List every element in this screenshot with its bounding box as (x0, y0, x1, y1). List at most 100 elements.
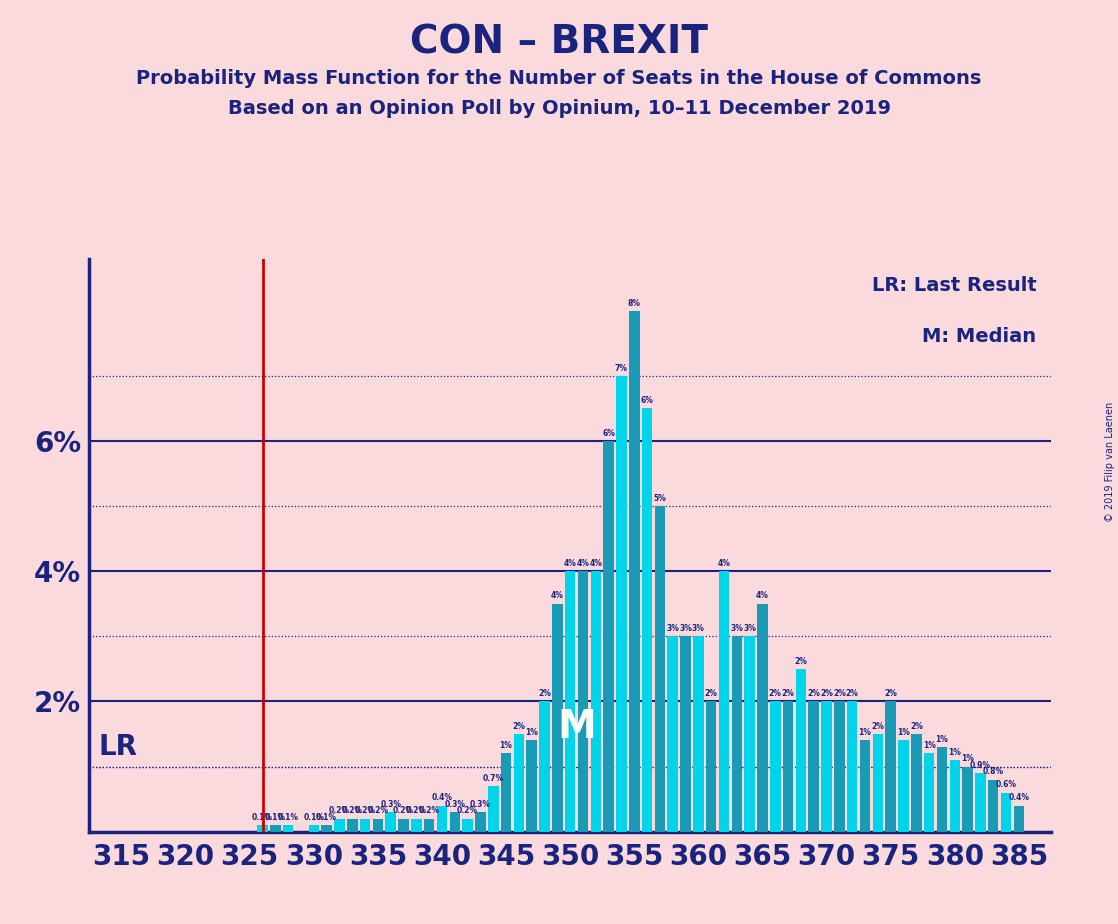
Text: 3%: 3% (679, 624, 692, 633)
Text: M: M (557, 709, 596, 747)
Bar (334, 819, 344, 832)
Text: 4%: 4% (589, 559, 603, 568)
Text: 2%: 2% (846, 689, 859, 699)
Bar (424, 819, 435, 832)
Bar (719, 571, 729, 832)
Bar (963, 767, 973, 832)
Bar (680, 637, 691, 832)
Bar (1014, 806, 1024, 832)
Bar (975, 773, 986, 832)
Bar (808, 701, 819, 832)
Text: 0.1%: 0.1% (303, 813, 324, 821)
Bar (578, 571, 588, 832)
Bar (590, 571, 601, 832)
Bar (629, 310, 639, 832)
Text: 1%: 1% (948, 748, 961, 757)
Text: 2%: 2% (821, 689, 833, 699)
Bar (501, 753, 511, 832)
Text: 0.2%: 0.2% (329, 807, 350, 815)
Bar (1001, 793, 1012, 832)
Bar (911, 734, 921, 832)
Text: 2%: 2% (807, 689, 821, 699)
Text: 0.1%: 0.1% (252, 813, 273, 821)
Bar (527, 740, 537, 832)
Bar (309, 825, 319, 832)
Text: LR: LR (98, 734, 138, 761)
Bar (822, 701, 832, 832)
Bar (463, 819, 473, 832)
Bar (604, 441, 614, 832)
Text: 2%: 2% (704, 689, 718, 699)
Text: 6%: 6% (641, 396, 654, 406)
Text: 6%: 6% (603, 429, 615, 438)
Bar (513, 734, 524, 832)
Bar (437, 806, 447, 832)
Text: 1%: 1% (859, 728, 871, 737)
Text: 0.2%: 0.2% (342, 807, 362, 815)
Bar (642, 408, 653, 832)
Bar (860, 740, 870, 832)
Bar (539, 701, 550, 832)
Text: Based on an Opinion Poll by Opinium, 10–11 December 2019: Based on an Opinion Poll by Opinium, 10–… (227, 99, 891, 118)
Text: 2%: 2% (871, 722, 884, 731)
Bar (885, 701, 896, 832)
Bar (386, 812, 396, 832)
Bar (988, 780, 998, 832)
Bar (257, 825, 268, 832)
Text: 4%: 4% (577, 559, 589, 568)
Text: 1%: 1% (936, 735, 948, 744)
Text: CON – BREXIT: CON – BREXIT (410, 23, 708, 61)
Bar (372, 819, 383, 832)
Bar (347, 819, 358, 832)
Text: 0.9%: 0.9% (970, 760, 991, 770)
Bar (398, 819, 409, 832)
Text: 2%: 2% (795, 657, 807, 665)
Bar (949, 760, 960, 832)
Text: 0.4%: 0.4% (1008, 794, 1030, 802)
Bar (757, 603, 768, 832)
Bar (937, 747, 947, 832)
Text: 3%: 3% (692, 624, 704, 633)
Text: 4%: 4% (718, 559, 730, 568)
Text: 2%: 2% (781, 689, 795, 699)
Bar (283, 825, 293, 832)
Text: 7%: 7% (615, 364, 628, 372)
Bar (449, 812, 461, 832)
Text: 0.7%: 0.7% (483, 773, 504, 783)
Text: 0.2%: 0.2% (406, 807, 427, 815)
Text: 4%: 4% (551, 591, 563, 601)
Text: 0.3%: 0.3% (470, 800, 491, 808)
Text: 2%: 2% (538, 689, 551, 699)
Bar (565, 571, 576, 832)
Bar (655, 506, 665, 832)
Bar (616, 376, 627, 832)
Text: Probability Mass Function for the Number of Seats in the House of Commons: Probability Mass Function for the Number… (136, 69, 982, 89)
Bar (475, 812, 485, 832)
Text: 1%: 1% (525, 728, 538, 737)
Text: 3%: 3% (730, 624, 743, 633)
Text: 1%: 1% (961, 754, 974, 763)
Text: 2%: 2% (910, 722, 922, 731)
Text: 0.1%: 0.1% (316, 813, 338, 821)
Bar (834, 701, 845, 832)
Bar (923, 753, 935, 832)
Text: 4%: 4% (756, 591, 769, 601)
Text: 0.1%: 0.1% (277, 813, 299, 821)
Text: 8%: 8% (628, 298, 641, 308)
Bar (487, 786, 499, 832)
Text: 1%: 1% (922, 741, 936, 750)
Text: 0.3%: 0.3% (380, 800, 401, 808)
Text: 0.2%: 0.2% (368, 807, 388, 815)
Text: 2%: 2% (512, 722, 525, 731)
Bar (898, 740, 909, 832)
Text: 0.2%: 0.2% (418, 807, 439, 815)
Text: 0.2%: 0.2% (354, 807, 376, 815)
Bar (770, 701, 780, 832)
Bar (872, 734, 883, 832)
Bar (796, 669, 806, 832)
Bar (271, 825, 281, 832)
Text: 2%: 2% (769, 689, 781, 699)
Bar (847, 701, 858, 832)
Text: 0.4%: 0.4% (432, 794, 453, 802)
Text: 2%: 2% (833, 689, 846, 699)
